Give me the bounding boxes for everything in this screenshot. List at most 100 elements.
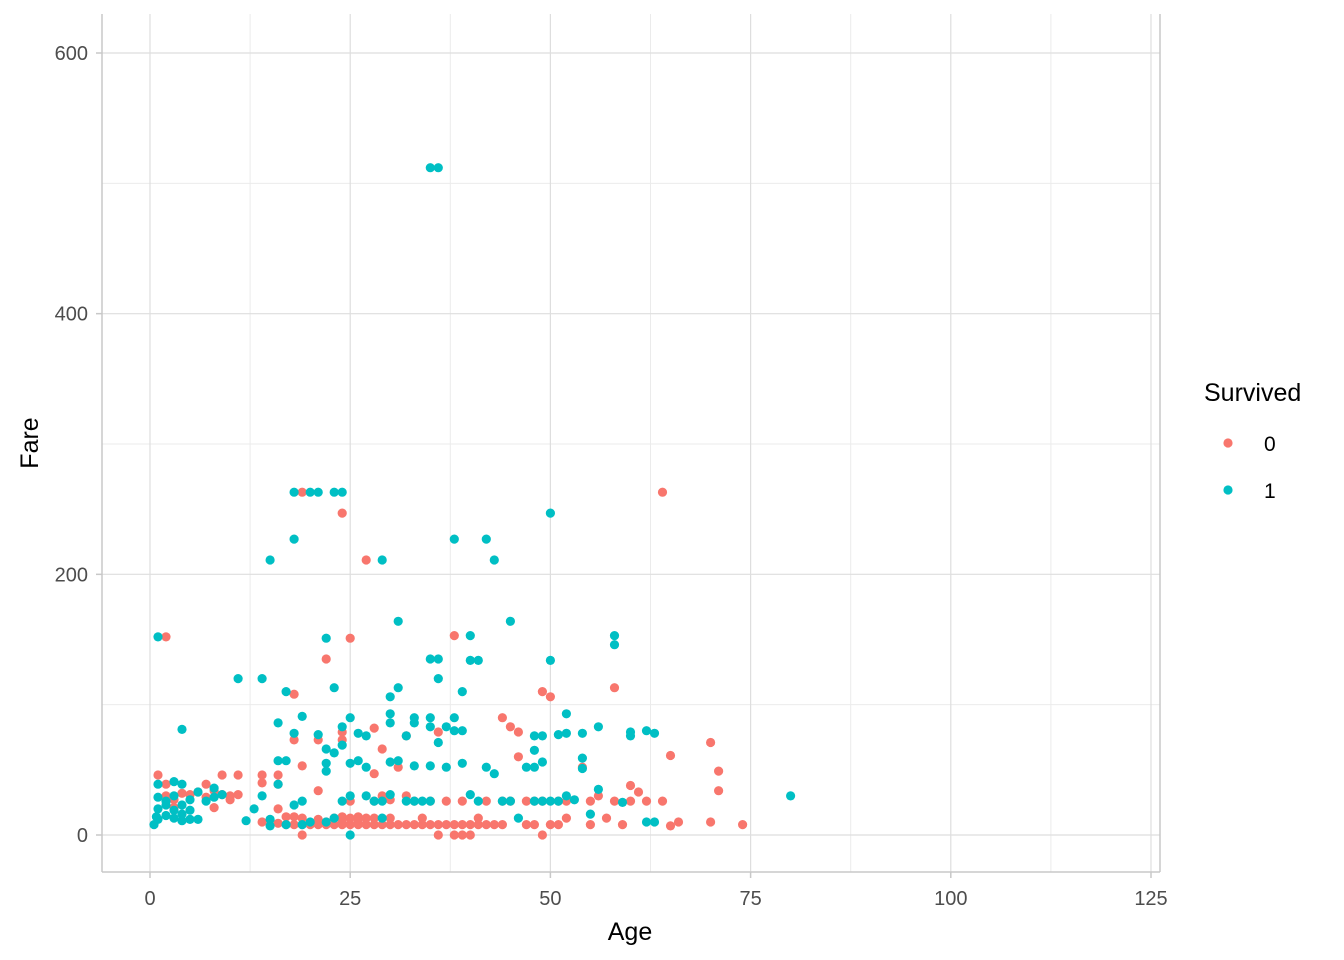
data-point [625,780,636,791]
data-point [545,692,556,702]
data-point [369,796,379,806]
data-point [169,777,179,787]
data-point [305,817,315,827]
data-point [601,813,612,823]
data-point [153,792,163,802]
data-point [433,654,443,664]
legend: Survived 0 1 [1204,379,1301,503]
data-point [369,769,379,779]
data-point [473,813,483,823]
data-point [209,792,219,802]
data-point [465,790,475,800]
data-point [465,830,475,840]
x-tick-label: 100 [934,888,967,910]
data-point [313,730,323,740]
data-point [329,820,339,830]
data-point [553,730,564,740]
data-point [297,761,307,771]
data-point [337,487,347,497]
data-point [361,731,371,741]
data-point [537,757,548,767]
data-point [185,814,195,825]
data-point [529,762,540,772]
data-point [529,731,540,741]
data-point [609,631,620,641]
data-point [289,534,299,544]
data-point [209,803,219,813]
legend-label-0: 0 [1264,433,1276,456]
data-point [281,756,291,766]
data-point [361,555,371,565]
data-point [241,816,251,826]
data-point [201,796,211,806]
data-point [377,820,387,830]
data-point [441,796,451,806]
data-points [149,163,796,840]
data-point [321,817,331,827]
data-point [329,748,339,758]
legend-key-1 [1223,485,1233,495]
data-point [369,820,379,830]
data-point [505,796,515,806]
data-point [201,779,211,789]
data-point [513,813,524,823]
data-point [425,163,435,173]
grid [102,14,1160,872]
data-point [345,758,355,768]
data-point [153,779,163,789]
data-point [289,735,299,745]
data-point [393,756,403,766]
data-point [577,753,588,763]
data-point [265,821,275,831]
data-point [537,830,548,840]
data-point [473,655,483,666]
data-point [377,813,387,823]
data-point [217,770,227,780]
data-point [321,633,331,643]
data-point [289,728,299,738]
data-point [545,655,556,666]
data-point [633,787,644,797]
data-point [401,796,411,806]
data-point [161,796,171,806]
data-point [457,820,467,830]
data-point [537,796,548,806]
data-point [297,813,307,823]
data-point [265,814,275,825]
data-point [409,718,419,728]
data-point [281,820,291,830]
data-point [457,758,467,768]
data-point [153,770,163,780]
data-point [289,812,299,822]
y-tick-label: 600 [55,43,88,65]
data-point [457,830,467,840]
data-point [609,640,620,650]
data-point [385,790,395,800]
data-point [449,820,459,830]
data-point [337,722,347,732]
data-point [569,795,580,805]
data-point [361,762,371,772]
data-point [505,722,515,732]
data-point [297,820,307,830]
data-point [313,786,323,796]
data-point [657,487,668,497]
data-point [385,757,395,767]
axes [96,14,1161,878]
data-point [257,817,267,827]
data-point [369,723,379,733]
data-point [273,770,283,780]
data-point [393,616,403,626]
data-point [313,487,323,497]
data-point [193,787,203,797]
data-point [289,487,299,497]
data-point [706,817,716,827]
data-point [441,820,451,830]
data-point [385,813,395,823]
data-point [281,812,291,822]
data-point [265,555,275,565]
data-point [561,813,572,823]
data-point [497,713,507,723]
data-point [377,744,387,754]
